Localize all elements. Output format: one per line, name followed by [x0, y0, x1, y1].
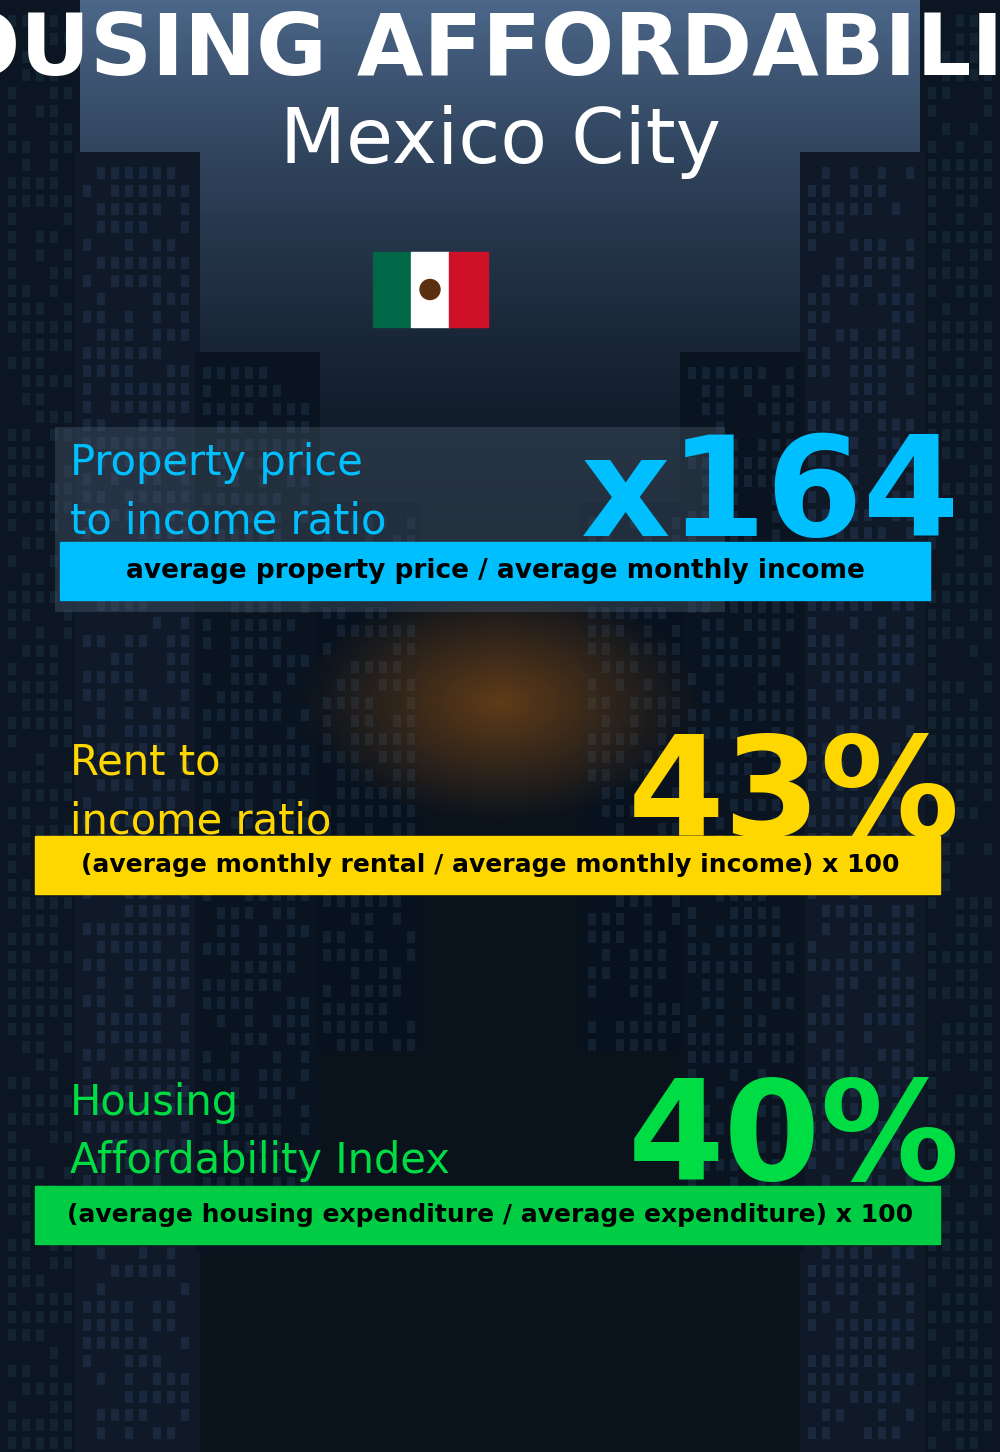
- Text: average property price / average monthly income: average property price / average monthly…: [126, 558, 864, 584]
- Text: Housing
Affordability Index: Housing Affordability Index: [70, 1082, 450, 1182]
- Bar: [372, 253, 411, 327]
- Bar: [449, 253, 488, 327]
- Bar: [411, 253, 449, 327]
- Text: x164: x164: [581, 430, 960, 565]
- Text: (average monthly rental / average monthly income) x 100: (average monthly rental / average monthl…: [81, 852, 899, 877]
- Text: 40%: 40%: [628, 1074, 960, 1210]
- Text: Rent to
income ratio: Rent to income ratio: [70, 742, 331, 842]
- Text: 43%: 43%: [628, 729, 960, 864]
- Text: Mexico City: Mexico City: [280, 105, 720, 179]
- Text: HOUSING AFFORDABILITY: HOUSING AFFORDABILITY: [0, 10, 1000, 93]
- Bar: [60, 542, 930, 600]
- Bar: [35, 836, 940, 894]
- Text: (average housing expenditure / average expenditure) x 100: (average housing expenditure / average e…: [67, 1204, 913, 1227]
- Text: Property price
to income ratio: Property price to income ratio: [70, 441, 386, 542]
- Circle shape: [420, 279, 440, 299]
- Bar: [35, 1186, 940, 1244]
